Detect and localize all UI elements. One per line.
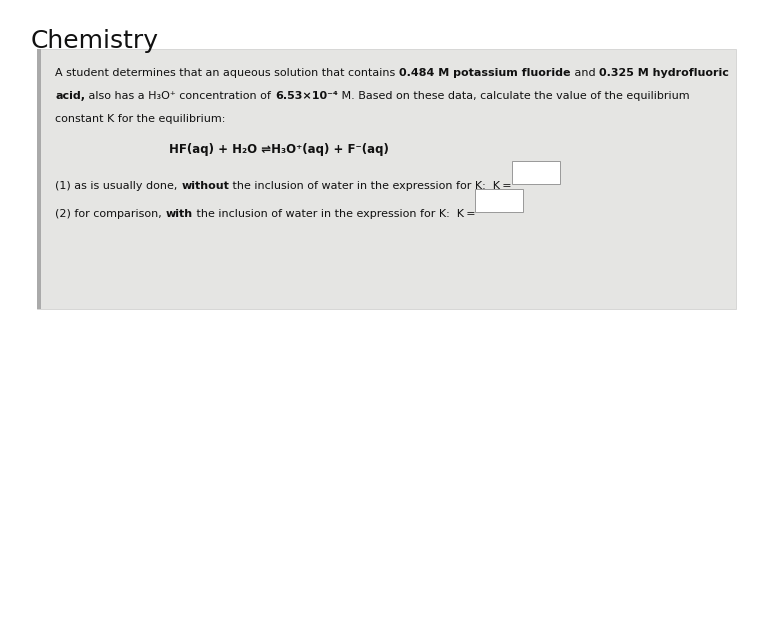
Text: the inclusion of water in the expression for K:  K =: the inclusion of water in the expression… [192, 209, 475, 219]
Text: 6.53×10⁻⁴: 6.53×10⁻⁴ [275, 91, 338, 101]
Text: acid,: acid, [55, 91, 85, 101]
Text: (1) as is usually done,: (1) as is usually done, [55, 181, 181, 191]
Text: Chemistry: Chemistry [31, 29, 159, 53]
FancyBboxPatch shape [512, 161, 560, 184]
Text: 0.325 M hydrofluoric: 0.325 M hydrofluoric [599, 68, 728, 78]
Text: A student determines that an aqueous solution that contains: A student determines that an aqueous sol… [55, 68, 399, 78]
FancyBboxPatch shape [37, 49, 736, 309]
Text: also has a H₃O⁺ concentration of: also has a H₃O⁺ concentration of [85, 91, 275, 101]
Text: (2) for comparison,: (2) for comparison, [55, 209, 166, 219]
Text: and: and [571, 68, 599, 78]
Text: with: with [166, 209, 192, 219]
Text: without: without [181, 181, 229, 191]
Text: M. Based on these data, calculate the value of the equilibrium: M. Based on these data, calculate the va… [338, 91, 689, 101]
FancyBboxPatch shape [475, 189, 523, 212]
Text: constant K for the equilibrium:: constant K for the equilibrium: [55, 114, 226, 124]
Text: 0.484 M potassium fluoride: 0.484 M potassium fluoride [399, 68, 571, 78]
Bar [37, 49, 41, 309]
Text: HF(aq) + H₂O ⇌H₃O⁺(aq) + F⁻(aq): HF(aq) + H₂O ⇌H₃O⁺(aq) + F⁻(aq) [169, 143, 390, 156]
Text: the inclusion of water in the expression for K:  K =: the inclusion of water in the expression… [229, 181, 512, 191]
